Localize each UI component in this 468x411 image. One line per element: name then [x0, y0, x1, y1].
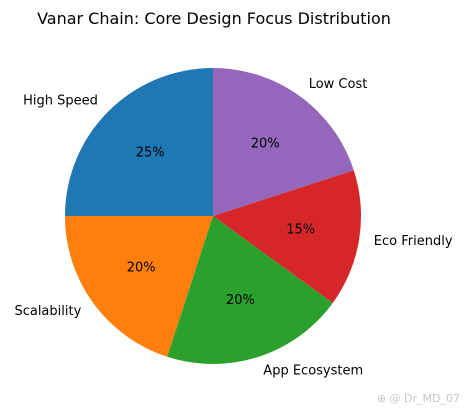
category-label: High Speed: [23, 93, 98, 108]
pie-slice-low-cost: [213, 68, 354, 216]
percent-label: 15%: [286, 222, 315, 237]
pie-slices: [65, 68, 361, 365]
category-label: App Ecosystem: [263, 363, 363, 378]
percent-label: 20%: [251, 137, 280, 152]
pie-slice-eco-friendly: [213, 170, 361, 303]
category-label: Low Cost: [309, 77, 368, 92]
category-label: Scalability: [14, 304, 81, 319]
watermark: ⊕ @ Dr_MD_07: [376, 392, 460, 405]
percent-label: 20%: [127, 261, 156, 276]
category-label: Eco Friendly: [374, 234, 453, 249]
percent-label: 20%: [226, 293, 255, 308]
percent-label: 25%: [136, 146, 165, 161]
pie-labels: 25% High Speed 20% Scalability 20% App Ecosys…: [14, 77, 452, 379]
chart-title: Vanar Chain: Core Design Focus Distribut…: [37, 9, 391, 28]
pie-slice-scalability: [65, 216, 213, 357]
pie-slice-app-ecosystem: [167, 216, 333, 365]
pie-slice-high-speed: [65, 68, 213, 216]
